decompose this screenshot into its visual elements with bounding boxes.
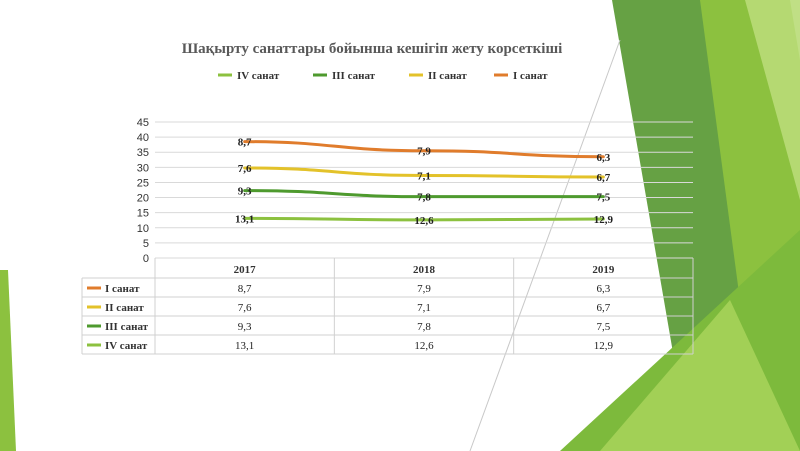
table-cell: 8,7 — [238, 283, 252, 295]
x-tick-label: 2017 — [234, 264, 257, 276]
chart-title: Шақырту санаттары бойынша кешігіп жету к… — [182, 41, 563, 57]
y-tick-label: 25 — [137, 177, 149, 189]
y-tick-label: 15 — [137, 208, 149, 220]
y-tick-label: 35 — [137, 147, 149, 159]
y-tick-label: 45 — [137, 117, 149, 129]
data-label: 12,9 — [594, 214, 614, 226]
data-table: 2017 2018 2019 I санат 8,7 7,9 6,3 II санат 7,6 7… — [81, 258, 694, 355]
legend-entry: III санат — [332, 70, 376, 82]
data-label: 6,7 — [596, 172, 610, 184]
y-tick-label: 30 — [137, 162, 149, 174]
legend-entry: I санат — [513, 70, 548, 82]
series-line — [243, 216, 605, 222]
table-cell: 7,9 — [417, 283, 431, 295]
table-cell: 12,9 — [594, 340, 614, 352]
x-tick-label: 2019 — [592, 264, 615, 276]
deco-thin-line — [469, 39, 621, 451]
table-row-name: IV санат — [105, 340, 148, 352]
table-cell: 7,1 — [417, 302, 431, 314]
table-row-name: I санат — [105, 283, 140, 295]
y-tick-label: 10 — [137, 223, 149, 235]
series-line — [243, 140, 605, 159]
table-cell: 7,6 — [238, 302, 252, 314]
data-label: 12,6 — [414, 215, 434, 227]
data-label: 9,3 — [238, 186, 252, 198]
table-cell: 7,8 — [417, 321, 431, 333]
data-label: 6,3 — [596, 152, 610, 164]
data-label: 7,6 — [238, 163, 252, 175]
series-lines — [243, 140, 605, 222]
deco-lower-light-triangle — [600, 300, 800, 451]
data-label: 7,8 — [417, 192, 431, 204]
data-labels: 8,7 7,9 6,3 7,6 7,1 6,7 9,3 7,8 7,5 13,1 12,6 12,9 — [235, 137, 613, 227]
series-line — [243, 166, 605, 179]
data-label: 7,1 — [417, 170, 431, 182]
y-tick-label: 20 — [137, 193, 149, 205]
deco-pale-band — [745, 0, 800, 200]
y-tick-label: 40 — [137, 132, 149, 144]
table-row-name: II санат — [105, 302, 144, 314]
legend: IV санат III санат II санат I санат — [218, 70, 548, 82]
table-cell: 13,1 — [235, 340, 254, 352]
data-label: 8,7 — [238, 137, 252, 149]
gridlines — [155, 121, 693, 259]
y-tick-label: 0 — [143, 253, 149, 265]
data-label: 7,9 — [417, 146, 431, 158]
data-label: 13,1 — [235, 213, 254, 225]
table-cell: 6,3 — [596, 283, 610, 295]
deco-left-sliver — [0, 270, 16, 451]
legend-entry: II санат — [428, 70, 467, 82]
x-tick-label: 2018 — [413, 264, 436, 276]
table-cell: 6,7 — [596, 302, 610, 314]
table-cell: 9,3 — [238, 321, 252, 333]
table-cell: 12,6 — [414, 340, 434, 352]
data-label: 7,5 — [596, 192, 610, 204]
series-line — [243, 189, 605, 199]
legend-entry: IV санат — [237, 70, 280, 82]
table-row-name: III санат — [105, 321, 149, 333]
table-cell: 7,5 — [596, 321, 610, 333]
y-tick-label: 5 — [143, 238, 149, 250]
y-axis: 0 5 10 15 20 25 30 35 40 45 — [137, 117, 149, 265]
